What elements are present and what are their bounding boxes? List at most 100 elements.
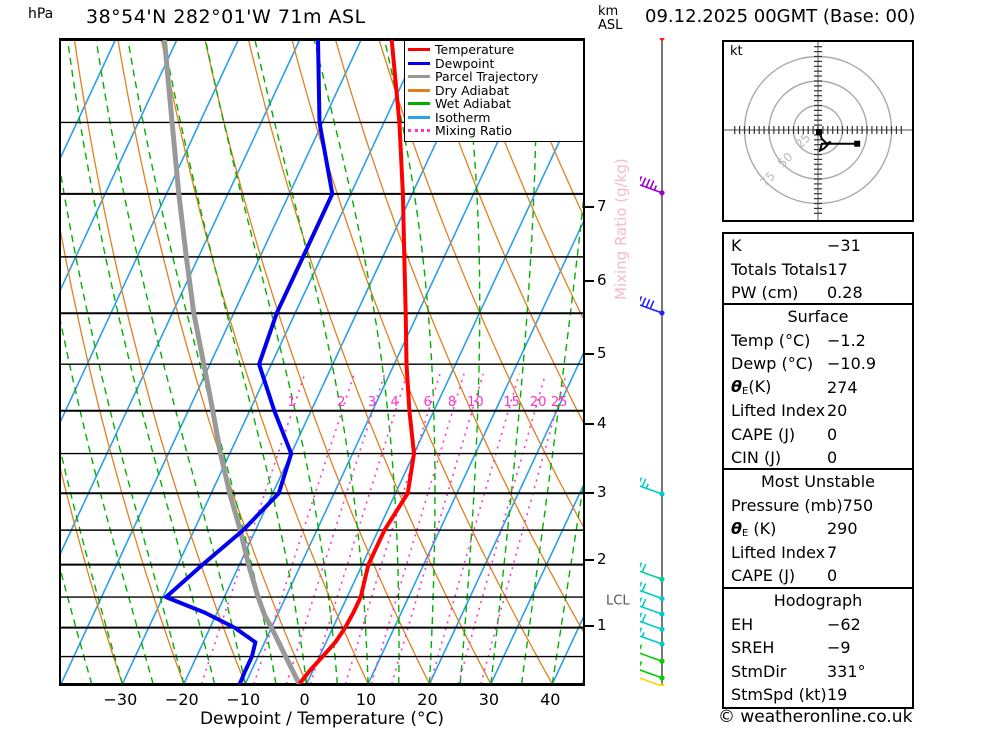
isotherm-line [183,40,485,684]
wind-barb [637,562,665,582]
height-unit-label: km ASL [598,5,622,33]
legend-item-dewpoint: Dewpoint [408,57,580,71]
legend-swatch-icon [408,75,430,79]
lcl-label: LCL [606,593,630,609]
mixing-ratio-label: 3 [368,395,376,410]
isotherm-line [244,40,546,684]
table-row: θE(K) 274 [724,376,912,400]
row-label: Dewp (°C) [731,354,814,374]
row-value: −1.2 [827,330,866,350]
wind-barb [637,21,665,41]
table-row: PW (cm) 0.28 [724,281,912,305]
wet-adiabat-line [61,171,185,684]
temperature-tick-label: −20 [164,690,199,709]
wind-barb [637,581,665,602]
mixing-ratio-label: 15 [503,395,520,410]
mixing-ratio-line [309,373,408,684]
row-label: Most Unstable [761,472,875,492]
isotherm-line [490,484,583,684]
row-label: Lifted Index [731,401,826,421]
height-tick-mark [585,280,594,283]
wind-barb [637,175,665,196]
hodograph-ring-label: 75 [757,169,778,190]
wind-barb-column [637,21,700,689]
height-tick-label: 7 [597,196,607,215]
table-row: Pressure (mb) 750 [724,494,912,518]
legend-label: Mixing Ratio [435,123,513,139]
hodograph-trace [818,131,858,153]
legend-swatch-icon [408,48,430,52]
temperature-tick-label: 0 [299,690,310,709]
isotherm-line [61,40,178,291]
row-value: 20 [827,401,848,421]
row-label: Temp (°C) [731,330,811,350]
dry-adiabat-line [73,40,246,684]
hodograph-panel[interactable]: kt 25 50 75 [722,40,914,222]
row-value: 0.28 [827,283,863,303]
mixing-ratio-line [285,373,386,684]
table-row: EH −62 [724,613,912,637]
row-value: 0 [827,424,838,444]
row-label: StmSpd (kt) [731,685,827,705]
wind-barb [637,597,665,617]
wet-adiabat-line [66,40,216,684]
table-section-heading: Surface [724,305,912,329]
row-label: θE(K) [731,377,772,398]
height-tick-mark [585,624,594,627]
legend-item-mixing-ratio: Mixing Ratio [408,124,580,138]
wind-barbs [637,21,665,689]
row-value: 17 [827,259,848,279]
row-value: 290 [827,519,858,539]
table-row: CAPE (J) 0 [724,423,912,447]
table-section-heading: Most Unstable [724,470,912,494]
legend-item-isotherm: Isotherm [408,111,580,125]
height-tick-mark [585,205,594,208]
row-value: 0 [827,448,838,468]
height-tick-label: 5 [597,343,607,362]
legend-swatch-icon [408,88,430,92]
table-row: StmSpd (kt) 19 [724,683,912,707]
row-label: θE (K) [731,518,777,539]
row-value: 274 [827,377,858,397]
skewt-plot-area[interactable]: 1 2 3 4 6 8 10 15 20 25 [59,38,585,686]
legend-swatch-icon [408,129,430,133]
row-label: PW (cm) [731,283,799,303]
table-section-heading: Hodograph [724,589,912,613]
legend-label: Parcel Trajectory [435,69,539,85]
table-row: Lifted Index 7 [724,541,912,565]
height-tick-mark [585,423,594,426]
isotherm-line [121,40,424,684]
table-row: CIN (J) 0 [724,446,912,470]
wind-barb [637,660,665,681]
isotherm-line [61,40,117,159]
row-value: −10.9 [827,354,877,374]
wet-adiabat-line [204,40,339,684]
legend-swatch-icon [408,102,430,106]
row-label: SREH [731,638,775,658]
hodograph-unit-label: kt [730,44,743,59]
skewt-diagram: 1 2 3 4 6 8 10 15 20 25 [61,40,583,684]
hodograph-stats-table: Hodograph EH −62 SREH −9 StmDir 331° StmSpd (kt… [722,587,914,709]
temperature-tick-label: −30 [103,690,138,709]
wind-barb [637,296,665,316]
mixing-ratio-label: 25 [551,395,568,410]
height-tick-label: 6 [597,271,607,290]
mixing-ratio-label: 20 [530,395,547,410]
dry-adiabat-line [421,40,583,424]
height-tick-mark [585,559,594,562]
wind-barb [637,644,665,664]
row-label: StmDir [731,661,787,681]
legend-swatch-icon [408,61,430,65]
temperature-trace [297,40,416,684]
mixing-ratio-line [253,373,355,684]
temperature-tick-label: 40 [540,690,561,709]
legend-item-dry-adiabat: Dry Adiabat [408,84,580,98]
height-unit-line2: ASL [598,18,623,33]
x-axis-title: Dewpoint / Temperature (°C) [199,709,445,729]
table-row: SREH −9 [724,636,912,660]
legend-label: Dry Adiabat [435,82,510,98]
temperature-tick-label: 10 [355,690,377,709]
mixing-ratio-line [344,373,441,684]
mixing-ratio-label: 2 [337,395,345,410]
